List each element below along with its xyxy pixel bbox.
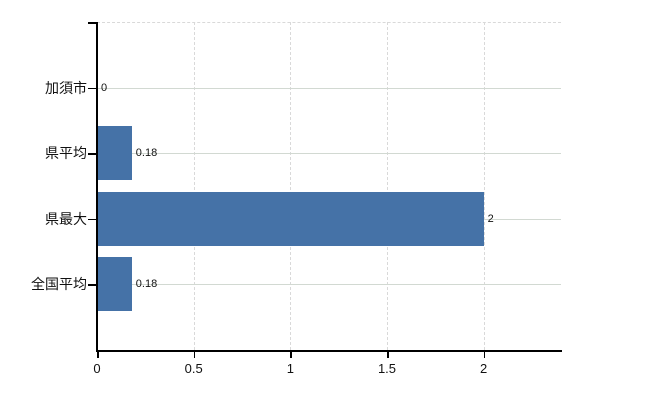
x-axis-tick	[193, 350, 196, 358]
bar-全国平均	[97, 257, 132, 312]
category-label: 県平均	[45, 145, 87, 162]
x-axis-line	[96, 350, 562, 352]
y-axis-tick	[88, 284, 96, 286]
y-gridline	[97, 284, 561, 286]
plot-top-border	[97, 22, 561, 23]
x-axis-tick	[387, 350, 389, 358]
x-gridline	[387, 22, 388, 350]
x-tick-label: 1	[286, 361, 294, 376]
x-tick-label: 2	[480, 361, 488, 376]
bar-value-label: 0.18	[135, 278, 158, 291]
x-axis-tick	[483, 350, 486, 358]
x-gridline	[290, 22, 292, 350]
bar-value-label: 0	[101, 81, 108, 94]
bar-value-label: 2	[487, 212, 494, 225]
x-tick-label: 0.5	[184, 361, 203, 376]
bar-value-label: 0.18	[135, 147, 158, 160]
y-axis-tick	[88, 218, 96, 221]
y-axis-tick	[88, 153, 96, 155]
bar-県最大	[97, 191, 484, 246]
category-label: 全国平均	[31, 276, 87, 293]
x-gridline	[193, 22, 195, 350]
x-tick-label: 1.5	[377, 361, 397, 376]
bar-県平均	[97, 126, 132, 181]
x-axis-tick	[97, 350, 99, 358]
y-gridline	[97, 87, 561, 89]
x-gridline	[483, 22, 485, 350]
category-label: 加須市	[45, 79, 87, 96]
x-tick-label: 0	[93, 361, 101, 376]
category-label: 県最大	[45, 210, 87, 227]
y-axis-line	[96, 22, 98, 351]
y-axis-tick	[88, 87, 96, 90]
x-axis-tick	[290, 350, 292, 358]
y-gridline	[97, 153, 561, 155]
y-axis-tick	[88, 22, 96, 24]
